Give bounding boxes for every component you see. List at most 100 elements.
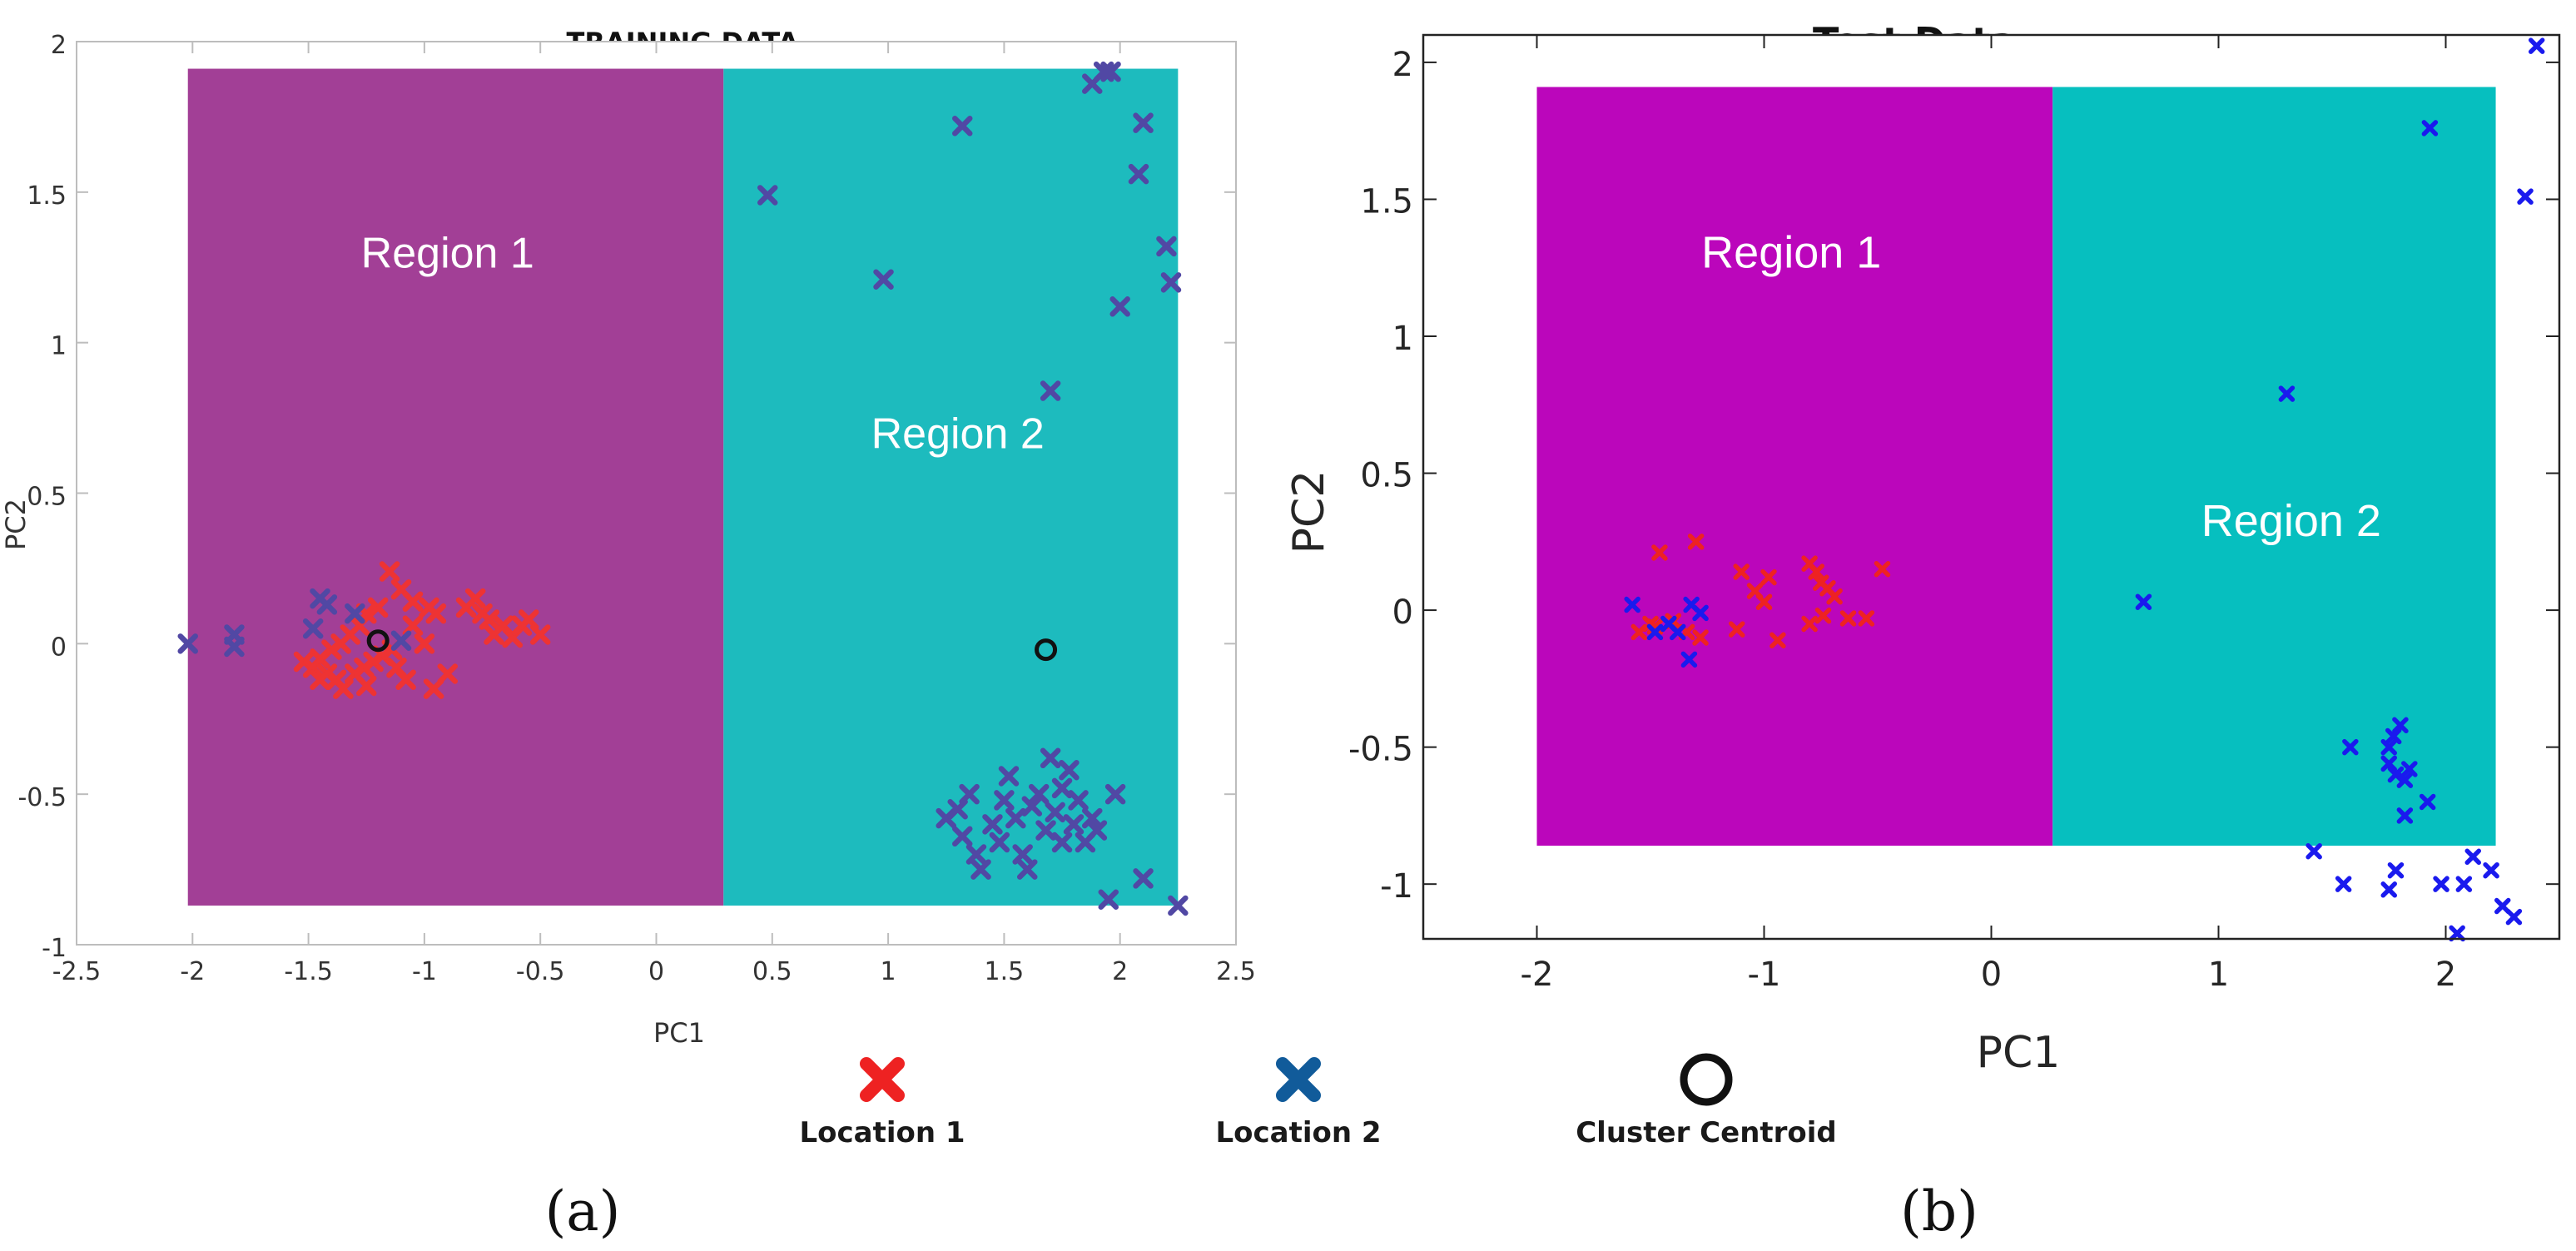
x-tick-label: -2.5: [52, 957, 102, 986]
data-point: [1769, 632, 1786, 649]
data-point: [479, 609, 500, 630]
data-point: [947, 799, 968, 820]
y-tick-label: 0.5: [1360, 457, 1413, 495]
data-point: [437, 663, 459, 684]
caption-b: (b): [1900, 1179, 1978, 1244]
data-point: [2396, 772, 2414, 788]
data-point: [425, 603, 447, 624]
x-tick-label: -0.5: [516, 957, 565, 986]
panel-b-series-location-1: [1630, 534, 1891, 649]
data-point: [423, 678, 444, 699]
y-tick-label: 1: [1392, 320, 1413, 358]
y-tick-label: 2: [51, 31, 67, 60]
data-point: [2396, 807, 2414, 824]
x-tick-label: -1.5: [284, 957, 333, 986]
data-point: [2401, 761, 2418, 777]
x-tick-label: 2: [1112, 957, 1128, 986]
data-point: [1051, 832, 1073, 853]
legend-marker-location-2: [1276, 1057, 1321, 1102]
panel-b-region-2: [2052, 87, 2496, 846]
data-point: [333, 678, 354, 699]
panel-b-x-axis-label: PC1: [1977, 1028, 2061, 1078]
data-point: [1801, 615, 1818, 633]
data-point: [1630, 623, 1648, 641]
panel-a-plot-area: Region 1 Region 2 -2.5 -2 -1.5 -1 -0.5 0 0.5 1 1.5…: [17, 31, 1255, 986]
data-point: [989, 832, 1010, 853]
data-point: [2342, 738, 2359, 756]
x-tick-label: -1: [1748, 956, 1781, 994]
data-point: [2135, 593, 2152, 610]
data-point: [1646, 623, 1664, 641]
legend-item-cluster-centroid: Cluster Centroid: [1576, 1053, 1837, 1149]
panel-a-axes: -2.5 -2 -1.5 -1 -0.5 0 0.5 1 1.5 2 2.5 -1 -0.5 0 0.5 1 1…: [17, 31, 1255, 986]
data-point: [994, 790, 1015, 811]
data-point: [1651, 544, 1668, 561]
panel-b-frame: [1422, 33, 2561, 941]
data-point: [1156, 236, 1177, 257]
data-point: [965, 844, 987, 865]
data-point: [2387, 766, 2405, 783]
data-point: [177, 633, 198, 654]
data-point: [2380, 738, 2397, 756]
data-point: [2387, 861, 2405, 879]
data-point: [2464, 848, 2482, 866]
data-point: [2380, 881, 2397, 898]
data-point: [1035, 820, 1056, 841]
data-point: [2278, 385, 2296, 402]
data-point: [367, 597, 389, 618]
data-point: [1098, 889, 1119, 910]
y-tick-label: 0: [1392, 593, 1413, 632]
y-tick-label: 0.5: [27, 483, 67, 512]
data-point: [1826, 588, 1843, 605]
data-point: [998, 766, 1020, 787]
data-point: [1100, 61, 1121, 82]
panel-b-region-1-label: Region 1: [1701, 228, 1881, 278]
data-point: [2455, 876, 2473, 892]
data-point: [959, 783, 980, 805]
legend-marker-location-1: [860, 1057, 905, 1102]
y-tick-label: -1: [1380, 867, 1413, 906]
data-point: [2505, 908, 2523, 926]
data-point: [1017, 859, 1038, 880]
data-point: [1063, 814, 1085, 835]
panel-b-plot-area: Region 1 Region 2 -2 -1 0 1 2 -1 -0.5 0 0.5 1 1.5 2: [1348, 33, 2561, 994]
y-tick-label: 2: [1392, 46, 1413, 84]
legend-label-location-1: Location 1: [799, 1116, 965, 1149]
data-point: [1012, 844, 1033, 865]
data-point: [2483, 861, 2499, 879]
data-point: [1040, 380, 1061, 401]
data-point: [1760, 568, 1777, 586]
panel-a-frame: [76, 41, 1237, 946]
data-point: [1040, 747, 1061, 769]
data-point: [2421, 120, 2439, 137]
data-point: [2528, 37, 2545, 54]
data-point: [1755, 593, 1773, 610]
y-tick-label: -0.5: [1348, 731, 1413, 769]
legend-x-glyph: [860, 1057, 905, 1102]
data-point: [302, 618, 324, 639]
data-point: [1728, 621, 1745, 638]
data-point: [1028, 783, 1050, 805]
data-point: [1814, 607, 1832, 624]
x-tick-label: -2: [180, 957, 205, 986]
panel-b-y-axis-label: PC2: [1284, 470, 1334, 554]
panel-b-axes: -2 -1 0 1 2 -1 -0.5 0 0.5 1 1.5 2: [1348, 35, 2559, 994]
data-point: [757, 185, 778, 206]
data-point: [414, 633, 435, 654]
centroid-marker: [1035, 638, 1058, 662]
caption-a: (a): [545, 1179, 621, 1244]
x-tick-label: 2.5: [1216, 957, 1256, 986]
data-point: [464, 588, 486, 609]
data-point: [970, 859, 991, 880]
data-point: [1059, 759, 1080, 781]
legend-item-location-1: Location 1: [799, 1057, 965, 1149]
y-tick-label: -1: [42, 934, 67, 963]
data-point: [390, 630, 412, 651]
x-tick-label: -1: [412, 957, 437, 986]
legend-label-cluster-centroid: Cluster Centroid: [1576, 1116, 1837, 1149]
y-tick-label: 1: [51, 332, 67, 361]
data-point: [1133, 868, 1154, 889]
x-tick-label: 2: [2435, 956, 2456, 994]
